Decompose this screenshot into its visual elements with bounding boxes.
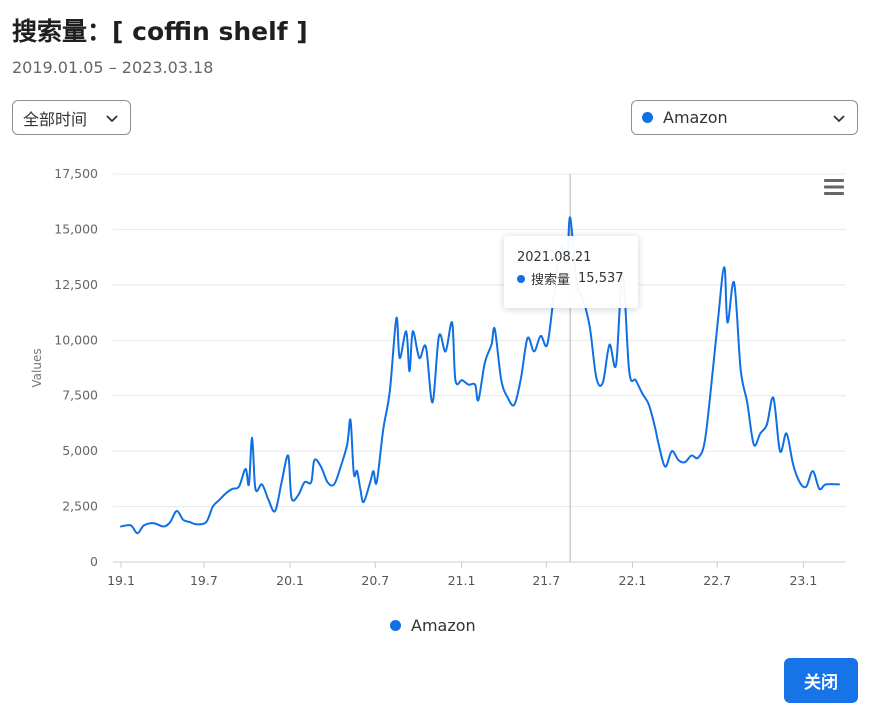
- tooltip-series-dot: [517, 274, 525, 283]
- x-tick-label: 22.1: [619, 573, 647, 588]
- y-tick-label: 17,500: [54, 166, 98, 181]
- chevron-down-icon: [106, 115, 118, 123]
- y-tick-label: 0: [90, 554, 98, 569]
- chart-menu-icon[interactable]: [822, 177, 846, 197]
- x-tick-label: 22.7: [703, 573, 731, 588]
- tooltip-row: 搜索量 15,537: [517, 269, 624, 288]
- y-axis-label: Values: [30, 348, 44, 387]
- x-tick-label: 20.7: [361, 573, 389, 588]
- x-tick-label: 21.1: [448, 573, 476, 588]
- x-tick-label: 19.1: [107, 573, 135, 588]
- legend-label: Amazon: [411, 616, 476, 635]
- x-tick-label: 19.7: [190, 573, 218, 588]
- y-tick-label: 2,500: [62, 499, 98, 514]
- x-axis: 19.1 19.7 20.1 20.7 21.1 21.7 22.1 22.7 23.1: [107, 562, 817, 588]
- time-range-select[interactable]: 全部时间: [12, 100, 131, 135]
- chart-tooltip: 2021.08.21 搜索量 15,537: [504, 236, 638, 308]
- time-range-value: 全部时间: [23, 109, 88, 129]
- y-tick-label: 7,500: [62, 388, 98, 403]
- x-tick-label: 23.1: [789, 573, 817, 588]
- legend-item-amazon[interactable]: Amazon: [390, 616, 476, 635]
- legend-color-dot: [390, 620, 401, 631]
- line-chart: 0 2,500 5,000 7,500 10,000 12,500 15,000 17,500…: [30, 166, 846, 588]
- y-tick-label: 12,500: [54, 277, 98, 292]
- y-tick-label: 15,000: [54, 221, 98, 236]
- tooltip-value: 15,537: [578, 271, 624, 286]
- x-tick-label: 20.1: [276, 573, 304, 588]
- y-tick-label: 5,000: [62, 443, 98, 458]
- tooltip-date: 2021.08.21: [517, 250, 592, 265]
- series-line-amazon: [120, 216, 840, 535]
- store-value: Amazon: [663, 108, 728, 127]
- store-color-dot: [642, 112, 653, 123]
- chart-grid: [113, 173, 846, 563]
- store-select[interactable]: Amazon: [631, 100, 858, 135]
- chevron-down-icon: [833, 115, 845, 123]
- y-axis-ticks: 0 2,500 5,000 7,500 10,000 12,500 15,000 17,500: [54, 166, 98, 569]
- page-title: 搜索量：[ coffin shelf ]: [12, 17, 308, 46]
- close-button[interactable]: 关闭: [784, 658, 858, 703]
- date-range: 2019.01.05 – 2023.03.18: [12, 58, 214, 77]
- y-tick-label: 10,000: [54, 332, 98, 347]
- x-tick-label: 21.7: [532, 573, 560, 588]
- tooltip-label: 搜索量: [531, 273, 571, 288]
